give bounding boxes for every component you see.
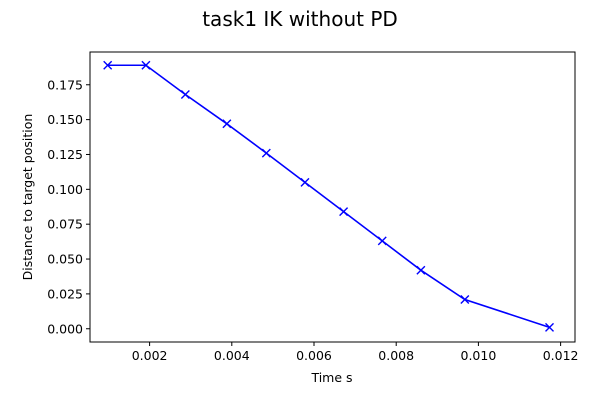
marker-stroke [103,60,113,70]
data-point-marker [180,90,190,100]
marker-stroke [377,236,387,246]
series-layer [103,60,555,332]
data-point-marker [141,60,151,70]
marker-stroke [300,177,310,187]
marker-stroke [460,294,470,304]
marker-stroke [339,207,349,217]
y-tick-label: 0.175 [47,77,83,92]
data-point-marker [377,236,387,246]
data-point-marker [339,207,349,217]
data-point-marker [460,294,470,304]
x-axis-label: Time s [310,370,352,385]
y-tick-label: 0.125 [47,147,83,162]
y-tick-label: 0.025 [47,286,83,301]
plot-frame [89,51,576,343]
marker-stroke [545,322,555,332]
data-point-marker [261,148,271,158]
data-point-marker [545,322,555,332]
y-tick-label: 0.050 [47,252,83,267]
y-tick-label: 0.100 [47,182,83,197]
y-tick-label: 0.150 [47,112,83,127]
data-point-marker [416,265,426,275]
x-tick-label: 0.004 [214,348,250,363]
marker-stroke [416,265,426,275]
marker-stroke [222,119,232,129]
data-point-marker [300,177,310,187]
x-tick-label: 0.012 [543,348,579,363]
data-point-marker [103,60,113,70]
y-axis-ticks: 0.000 0.025 0.050 0.075 0.100 0.125 0.150 0.175 [47,77,90,336]
chart-title: task1 IK without PD [202,7,398,31]
data-point-marker [222,119,232,129]
y-axis-label: Distance to target position [20,114,35,281]
marker-stroke [141,60,151,70]
marker-stroke [261,148,271,158]
y-tick-label: 0.000 [47,321,83,336]
x-tick-label: 0.010 [461,348,497,363]
marker-stroke [180,90,190,100]
x-tick-label: 0.006 [296,348,332,363]
x-axis-ticks: 0.002 0.004 0.006 0.008 0.010 0.012 [132,342,579,363]
x-tick-label: 0.008 [378,348,414,363]
y-tick-label: 0.075 [47,217,83,232]
x-tick-label: 0.002 [132,348,168,363]
